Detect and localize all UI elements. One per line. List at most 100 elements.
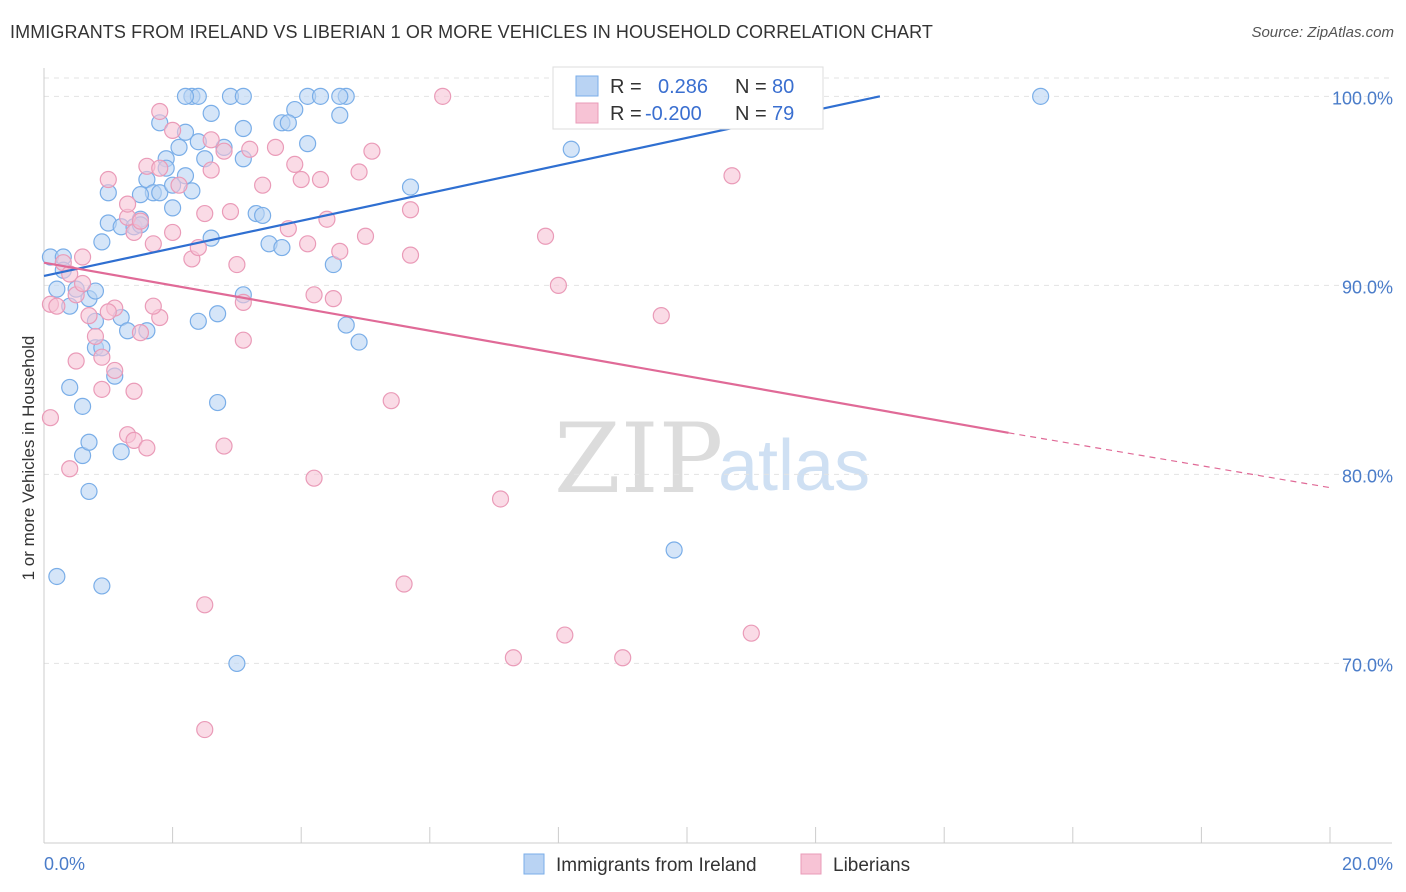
data-point (131, 212, 150, 230)
watermark: ZIP atlas (554, 403, 870, 515)
data-point (215, 142, 233, 160)
data-point (99, 170, 117, 189)
data-point (311, 87, 330, 105)
stats-swatch-liberians (575, 102, 599, 124)
data-point (151, 184, 169, 202)
data-point (292, 170, 310, 189)
data-point (395, 575, 413, 593)
data-point (286, 155, 304, 174)
legend-label-liberians: Liberians (833, 855, 910, 876)
data-point (48, 297, 66, 315)
data-point (86, 282, 105, 300)
stats-n-label-ireland: N = (735, 76, 767, 98)
watermark-atlas: atlas (718, 426, 870, 506)
data-point (125, 382, 143, 400)
y-tick-label: 80.0% (1342, 466, 1393, 486)
y-tick-label: 70.0% (1342, 655, 1393, 675)
y-axis-label: 1 or more Vehicles in Household (19, 336, 38, 581)
data-point (266, 138, 285, 156)
data-point (556, 626, 574, 644)
data-point (202, 104, 220, 122)
data-point (215, 437, 233, 455)
data-point (279, 114, 297, 132)
data-point (337, 316, 355, 334)
x-tick-labels: 0.0% 20.0% (44, 854, 1393, 874)
data-point (491, 490, 510, 508)
data-point (401, 201, 420, 219)
data-point (363, 142, 381, 160)
data-point (73, 274, 92, 293)
trend-line-liberians (43, 261, 1009, 434)
x-tick-label-right: 20.0% (1342, 854, 1393, 874)
data-point (273, 238, 291, 257)
data-point (234, 87, 252, 105)
stats-legend: R = 0.286 N = 80 R = -0.200 N = 79 (552, 66, 824, 130)
data-point (112, 443, 130, 461)
data-point (401, 246, 420, 264)
data-point (93, 380, 111, 398)
data-point (86, 327, 105, 346)
data-point (73, 248, 92, 266)
legend-label-ireland: Immigrants from Ireland (556, 855, 757, 876)
data-point (144, 235, 162, 253)
stats-r-label-ireland: R = (610, 76, 642, 98)
data-point (151, 159, 169, 177)
data-point (742, 624, 760, 642)
data-point (170, 176, 188, 194)
data-point (93, 577, 111, 595)
stats-n-value-liberians: 79 (772, 103, 794, 125)
data-point (202, 131, 220, 149)
data-point (1032, 87, 1050, 105)
data-point (350, 333, 368, 351)
data-point (80, 307, 98, 325)
watermark-zip: ZIP (554, 403, 723, 515)
x-tick-label-left: 0.0% (44, 854, 85, 874)
series-liberians-points (41, 87, 760, 739)
data-point (164, 199, 182, 217)
data-point (234, 331, 252, 349)
data-point (382, 392, 400, 410)
data-point (144, 297, 162, 315)
data-point (48, 280, 66, 298)
data-point (228, 654, 246, 673)
data-point (189, 312, 207, 330)
data-point (562, 140, 580, 158)
data-point (299, 235, 317, 253)
data-point (665, 541, 683, 559)
data-point (41, 409, 60, 427)
data-point (93, 233, 111, 251)
data-point (131, 186, 150, 204)
data-point (614, 649, 632, 667)
stats-r-label-liberians: R = (610, 103, 642, 125)
y-tick-label: 90.0% (1342, 277, 1393, 297)
data-point (164, 223, 182, 242)
data-point (93, 348, 111, 366)
data-point (324, 290, 342, 308)
legend-swatch-ireland (523, 853, 545, 875)
data-point (106, 361, 124, 380)
data-point (299, 135, 317, 153)
data-point (209, 305, 227, 323)
series-ireland-points (41, 87, 1050, 673)
stats-swatch-ireland (575, 75, 599, 97)
stats-r-value-ireland: 0.286 (658, 76, 708, 98)
data-point (61, 378, 79, 397)
data-point (331, 242, 349, 260)
data-point (73, 397, 92, 415)
data-point (48, 567, 66, 586)
data-point (164, 121, 182, 139)
data-point (305, 469, 323, 487)
data-point (652, 307, 670, 325)
data-point (331, 87, 349, 105)
data-point (170, 138, 188, 156)
y-tick-label: 100.0% (1332, 88, 1393, 108)
data-point (723, 167, 741, 185)
data-point (80, 433, 98, 451)
data-point (356, 227, 375, 245)
data-point (504, 649, 522, 667)
data-point (234, 119, 252, 138)
trend-line-liberians-extension (1008, 432, 1331, 489)
data-point (254, 176, 272, 194)
data-point (549, 276, 568, 294)
